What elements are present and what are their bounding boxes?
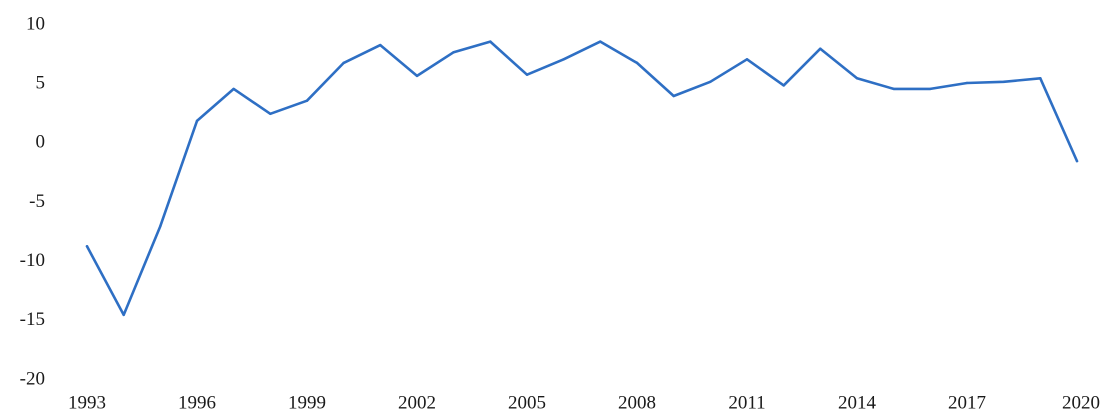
data-point bbox=[122, 313, 125, 317]
x-tick-label: 2002 bbox=[398, 392, 436, 412]
x-tick-label: 2017 bbox=[948, 392, 986, 412]
x-axis-tick-labels: 1993 1996 1999 2002 2005 2008 2011 2014 2017 2020 bbox=[68, 392, 1100, 412]
y-tick-label: 10 bbox=[26, 13, 45, 34]
x-tick-label: 2011 bbox=[728, 392, 765, 412]
y-tick-label: -10 bbox=[20, 250, 45, 271]
data-point bbox=[672, 94, 675, 98]
x-tick-label: 2005 bbox=[508, 392, 546, 412]
data-point bbox=[269, 112, 272, 115]
data-point bbox=[525, 73, 529, 76]
data-point bbox=[159, 224, 162, 228]
data-point bbox=[489, 40, 492, 43]
y-axis-tick-labels: 10 5 0 -5 -10 -15 -20 bbox=[20, 13, 45, 389]
data-point bbox=[342, 61, 345, 65]
x-tick-label: 2008 bbox=[618, 392, 656, 412]
x-tick-label: 2020 bbox=[1062, 392, 1100, 412]
data-point bbox=[892, 87, 895, 91]
data-points-group bbox=[85, 40, 1079, 317]
data-point bbox=[709, 80, 712, 84]
data-point bbox=[1002, 80, 1005, 84]
data-point bbox=[1039, 77, 1042, 80]
data-point bbox=[85, 245, 89, 248]
data-point bbox=[635, 61, 639, 65]
series-group bbox=[85, 40, 1079, 317]
y-tick-label: -5 bbox=[29, 191, 45, 212]
data-point bbox=[855, 77, 859, 80]
data-point bbox=[562, 58, 565, 61]
data-point bbox=[379, 43, 382, 47]
x-tick-label: 1993 bbox=[68, 392, 106, 412]
data-point bbox=[745, 58, 749, 61]
data-point bbox=[929, 87, 932, 91]
y-tick-label: 5 bbox=[36, 73, 46, 94]
data-point bbox=[1075, 159, 1079, 163]
data-point bbox=[599, 40, 602, 43]
data-point bbox=[305, 99, 309, 102]
x-tick-label: 1999 bbox=[288, 392, 326, 412]
y-tick-label: -20 bbox=[20, 368, 45, 389]
y-tick-label: 0 bbox=[36, 132, 46, 153]
x-tick-label: 2014 bbox=[838, 392, 877, 412]
data-point bbox=[819, 47, 822, 50]
y-tick-label: -15 bbox=[20, 309, 45, 330]
data-point bbox=[195, 119, 199, 123]
data-point bbox=[415, 74, 419, 78]
data-point bbox=[782, 84, 785, 87]
series-line bbox=[85, 40, 1079, 317]
x-tick-label: 1996 bbox=[178, 392, 216, 412]
data-point bbox=[232, 87, 235, 91]
data-point bbox=[452, 51, 455, 54]
data-point bbox=[965, 81, 969, 85]
